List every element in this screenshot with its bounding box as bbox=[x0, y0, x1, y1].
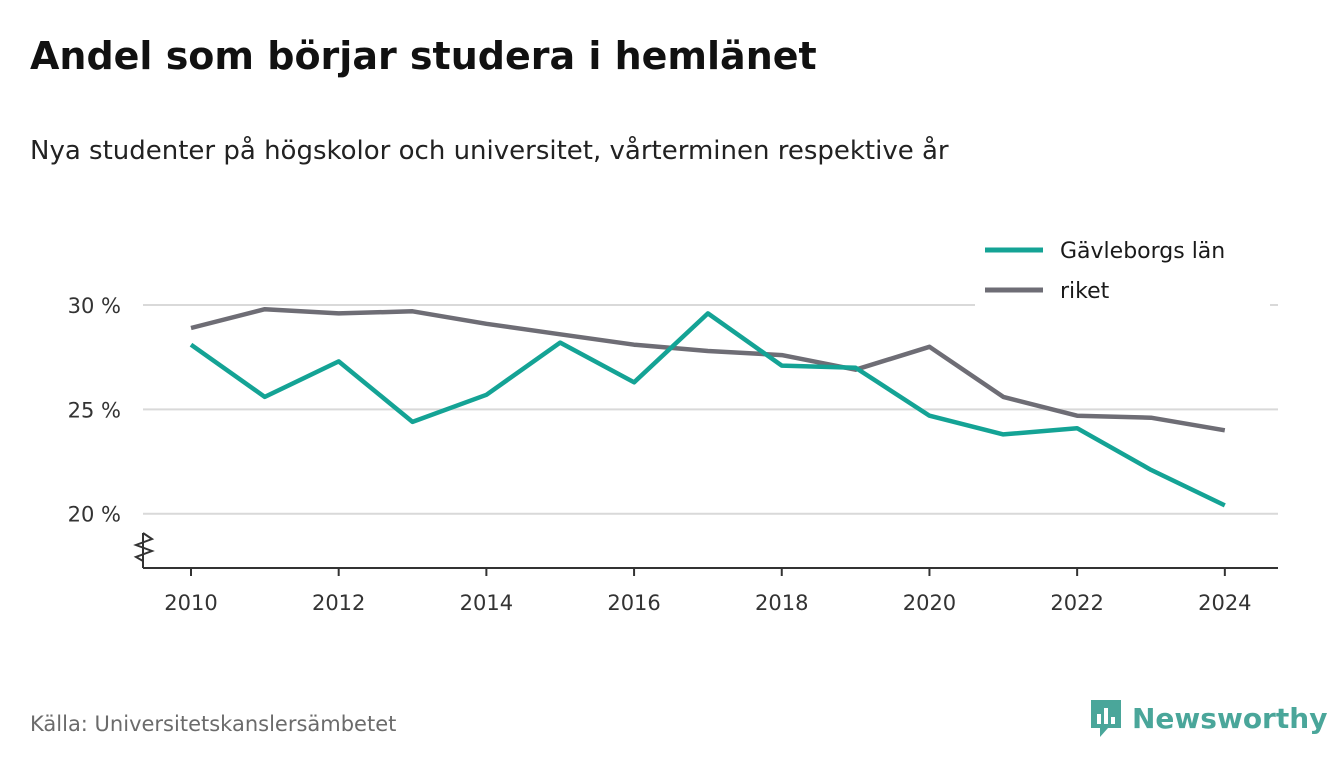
x-tick-label: 2022 bbox=[1050, 591, 1103, 615]
series-line-1 bbox=[190, 306, 1226, 433]
newsworthy-logo: Newsworthy bbox=[1088, 697, 1327, 739]
line-chart: 20 % 25 % 30 % 2010 2012 2014 2016 2018 2020 2022… bbox=[67, 230, 1278, 615]
series-lines bbox=[189, 306, 1226, 508]
x-tick-label: 2014 bbox=[460, 591, 513, 615]
gridlines bbox=[143, 304, 1278, 515]
legend-background bbox=[975, 230, 1270, 320]
y-tick-label: 20 % bbox=[68, 503, 121, 527]
x-tick-label: 2012 bbox=[312, 591, 365, 615]
y-tick-label: 25 % bbox=[68, 398, 121, 422]
chart-title: Andel som börjar studera i hemlänet bbox=[30, 34, 817, 78]
x-tick-label: 2020 bbox=[903, 591, 956, 615]
series-line-0 bbox=[189, 311, 1226, 508]
newsworthy-wordmark: Newsworthy bbox=[1132, 701, 1328, 735]
x-tick-label: 2016 bbox=[607, 591, 660, 615]
axis-break-icon bbox=[133, 532, 155, 562]
legend-label: Gävleborgs län bbox=[1060, 239, 1225, 264]
legend: Gävleborgs län riket bbox=[975, 230, 1270, 320]
x-tick-label: 2024 bbox=[1198, 591, 1251, 615]
newsworthy-logo-icon bbox=[1091, 700, 1121, 737]
axes: 20 % 25 % 30 % 2010 2012 2014 2016 2018 2020 2022… bbox=[68, 294, 1278, 615]
x-tick-label: 2018 bbox=[755, 591, 808, 615]
chart-subtitle: Nya studenter på högskolor och universit… bbox=[30, 136, 949, 166]
legend-label: riket bbox=[1060, 279, 1110, 304]
y-tick-label: 30 % bbox=[68, 294, 121, 318]
x-tick-label: 2010 bbox=[164, 591, 217, 615]
source-note: Källa: Universitetskanslersämbetet bbox=[30, 712, 397, 736]
